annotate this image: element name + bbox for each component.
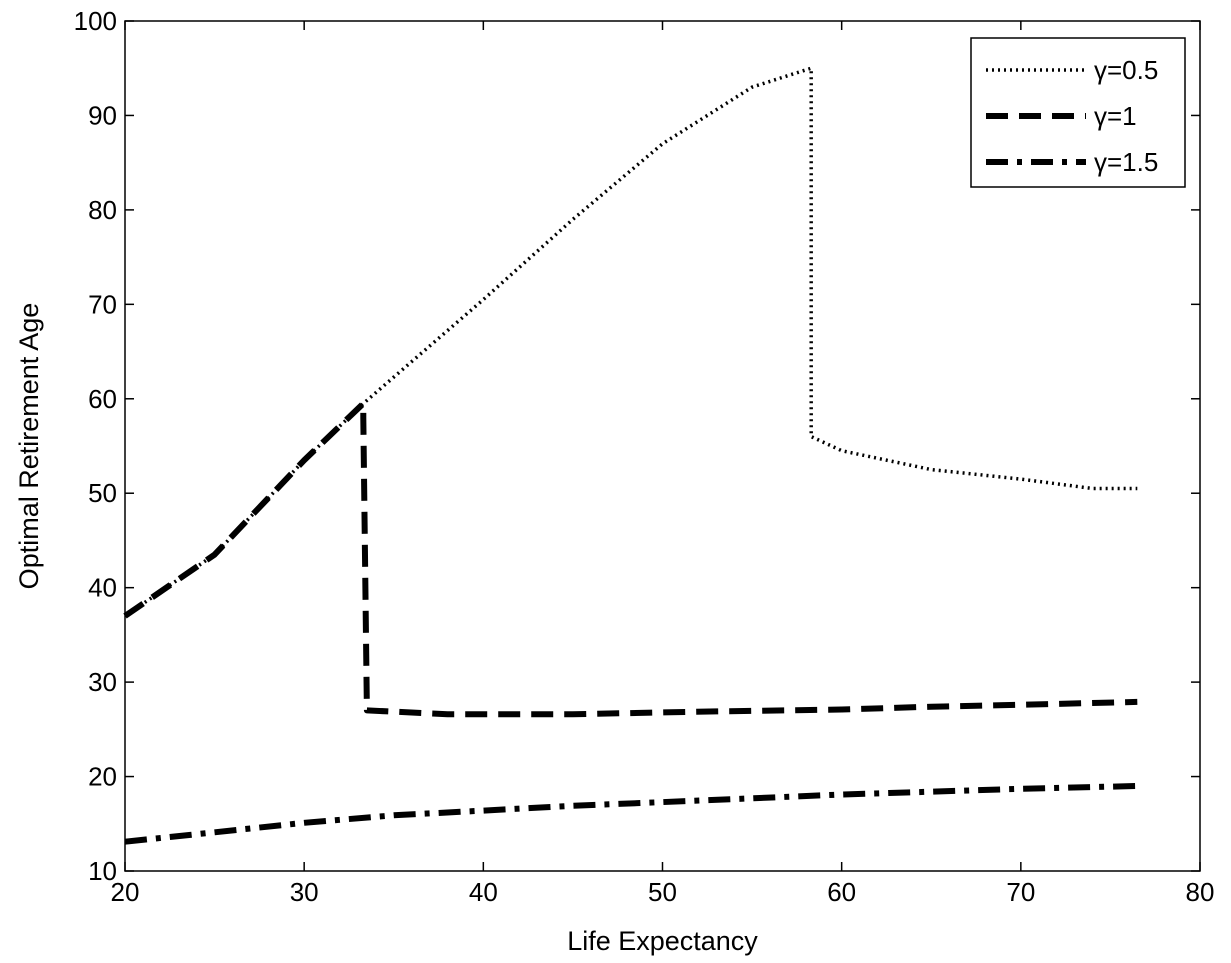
y-tick-label: 40 bbox=[88, 573, 117, 603]
y-tick-label: 30 bbox=[88, 667, 117, 697]
series-line-3 bbox=[124, 783, 1138, 845]
legend-label: γ=1.5 bbox=[1094, 147, 1158, 177]
x-tick-label: 30 bbox=[290, 877, 319, 907]
x-tick-label: 20 bbox=[111, 877, 140, 907]
x-tick-label: 40 bbox=[469, 877, 498, 907]
series-layer bbox=[123, 66, 1138, 845]
legend: γ=0.5 γ=1 γ=1.5 bbox=[970, 37, 1186, 188]
y-tick-label: 50 bbox=[88, 478, 117, 508]
y-tick-label: 60 bbox=[88, 384, 117, 414]
y-tick-label: 20 bbox=[88, 762, 117, 792]
y-tick-label: 80 bbox=[88, 195, 117, 225]
legend-label: γ=0.5 bbox=[1094, 55, 1158, 85]
x-tick-label: 50 bbox=[648, 877, 677, 907]
x-tick-label: 60 bbox=[827, 877, 856, 907]
y-tick-label: 90 bbox=[88, 100, 117, 130]
y-tick-label: 10 bbox=[88, 856, 117, 886]
y-tick-label: 70 bbox=[88, 289, 117, 319]
legend-label: γ=1 bbox=[1094, 101, 1137, 131]
series-line-2 bbox=[123, 400, 1138, 718]
x-tick-label: 80 bbox=[1186, 877, 1215, 907]
x-axis-label: Life Expectancy bbox=[567, 926, 758, 956]
y-tick-label: 100 bbox=[74, 6, 117, 36]
y-axis-label: Optimal Retirement Age bbox=[14, 303, 44, 590]
x-tick-label: 70 bbox=[1006, 877, 1035, 907]
series-line-1 bbox=[124, 66, 1138, 618]
